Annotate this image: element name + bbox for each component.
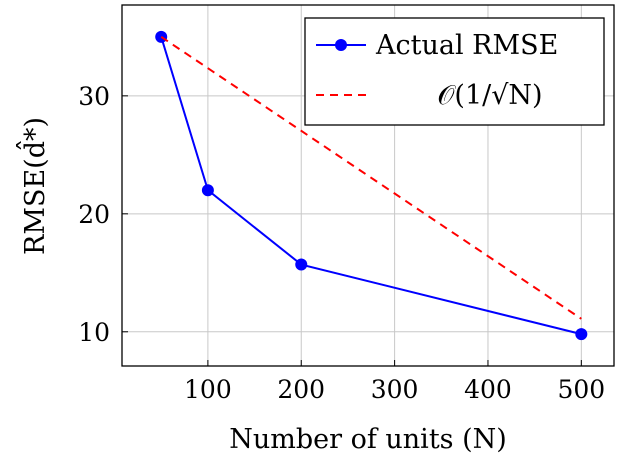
y-tick-label: 30 bbox=[78, 82, 110, 111]
x-axis-label: Number of units (N) bbox=[229, 424, 507, 455]
y-tick-label: 20 bbox=[78, 200, 110, 229]
tick-labels: 100 200 300 400 500 10 20 30 bbox=[78, 82, 605, 404]
legend-marker-actual bbox=[335, 39, 347, 51]
data-point bbox=[575, 328, 588, 341]
x-tick-label: 300 bbox=[371, 375, 419, 404]
data-point bbox=[201, 184, 214, 197]
y-axis-label: RMSE(d̂*) bbox=[16, 117, 51, 255]
x-tick-label: 400 bbox=[464, 375, 512, 404]
x-tick-label: 100 bbox=[184, 375, 232, 404]
x-tick-label: 200 bbox=[277, 375, 325, 404]
legend: Actual RMSE 𝒪(1/√N) bbox=[304, 17, 605, 126]
data-point bbox=[295, 258, 308, 271]
x-tick-label: 500 bbox=[557, 375, 605, 404]
legend-label-actual: Actual RMSE bbox=[375, 30, 558, 61]
plot-frame bbox=[121, 4, 615, 367]
y-tick-label: 10 bbox=[78, 318, 110, 347]
series-layer bbox=[155, 30, 588, 341]
series-line-0 bbox=[160, 36, 582, 336]
legend-label-reference: 𝒪(1/√N) bbox=[437, 80, 542, 111]
series-line-1 bbox=[160, 36, 582, 320]
legend-box bbox=[304, 17, 605, 126]
